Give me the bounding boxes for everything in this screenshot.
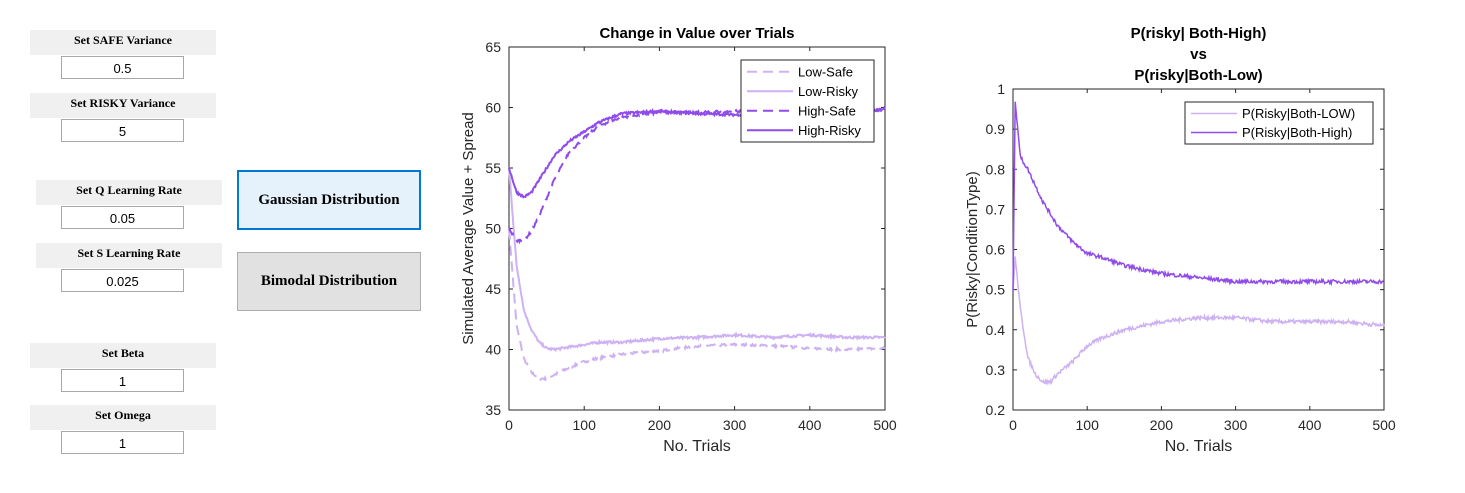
- legend-box: [1184, 101, 1374, 145]
- chart-2: 0 100 200 300 400 500 0.2 0.3 0.4 0.5 0.6 0.7 0.8 0.9…: [964, 25, 1396, 455]
- y-tick-label: 0.4: [986, 322, 1006, 338]
- x-tick-label: 500: [873, 417, 897, 433]
- chart-title: Change in Value over Trials: [599, 25, 794, 42]
- q-learning-rate-label: Set Q Learning Rate: [36, 180, 222, 205]
- x-tick-label: 0: [1009, 417, 1017, 433]
- chart-1: 0 100 200 300 400 500 35 40 45 50 55 60 65 No. Trials…: [460, 25, 897, 455]
- series-line: [1012, 256, 1385, 386]
- legend-label: High-Risky: [798, 123, 861, 138]
- legend-label: P(Risky|Both-High): [1242, 125, 1352, 140]
- omega-input[interactable]: 1: [61, 431, 184, 454]
- y-axis-label: P(Risky|ConditionType): [964, 171, 981, 327]
- x-tick-label: 300: [723, 417, 747, 433]
- x-tick-label: 500: [1372, 417, 1396, 433]
- gaussian-distribution-button[interactable]: Gaussian Distribution: [237, 170, 421, 230]
- x-tick-label: 300: [1224, 417, 1248, 433]
- risky-variance-label: Set RISKY Variance: [30, 93, 216, 118]
- x-tick-label: 200: [1150, 417, 1174, 433]
- y-tick-label: 0.9: [986, 121, 1006, 137]
- q-learning-rate-input[interactable]: 0.05: [61, 206, 184, 229]
- series-line: [508, 167, 886, 353]
- legend-box: [740, 59, 875, 143]
- y-tick-label: 0.6: [986, 242, 1006, 258]
- legend-label: Low-Risky: [798, 84, 858, 99]
- s-learning-rate-input[interactable]: 0.025: [61, 269, 184, 292]
- y-tick-label: 0.8: [986, 161, 1006, 177]
- y-tick-label: 35: [485, 402, 501, 418]
- y-tick-label: 0.3: [986, 362, 1006, 378]
- safe-variance-label: Set SAFE Variance: [30, 30, 216, 55]
- chart-title: P(risky| Both-High): [1131, 25, 1267, 42]
- legend-label: Low-Safe: [798, 64, 853, 79]
- x-axis-label: No. Trials: [663, 438, 731, 455]
- x-tick-label: 100: [1076, 417, 1100, 433]
- bimodal-distribution-button[interactable]: Bimodal Distribution: [237, 252, 421, 311]
- s-learning-rate-label: Set S Learning Rate: [36, 243, 222, 268]
- y-tick-label: 0.7: [986, 201, 1006, 217]
- legend: Low-Safe Low-Risky High-Safe High-Risky: [740, 59, 875, 143]
- x-tick-label: 0: [505, 417, 513, 433]
- safe-variance-input[interactable]: 0.5: [61, 56, 184, 79]
- risky-variance-input[interactable]: 5: [61, 119, 184, 142]
- x-tick-label: 100: [573, 417, 597, 433]
- chart-title: P(risky|Both-Low): [1134, 67, 1262, 84]
- x-tick-label: 400: [1298, 417, 1322, 433]
- x-axis-label: No. Trials: [1165, 438, 1233, 455]
- beta-label: Set Beta: [30, 343, 216, 368]
- y-tick-label: 0.2: [986, 402, 1006, 418]
- legend-label: P(Risky|Both-LOW): [1242, 106, 1355, 121]
- y-tick-label: 45: [485, 281, 501, 297]
- y-tick-label: 60: [485, 100, 501, 116]
- y-tick-label: 65: [485, 39, 501, 55]
- omega-label: Set Omega: [30, 405, 216, 430]
- y-tick-label: 50: [485, 221, 501, 237]
- legend-label: High-Safe: [798, 103, 856, 118]
- series-line: [508, 229, 886, 382]
- y-tick-label: 40: [485, 342, 501, 358]
- x-tick-label: 400: [798, 417, 822, 433]
- beta-input[interactable]: 1: [61, 369, 184, 392]
- y-tick-label: 55: [485, 160, 501, 176]
- y-tick-label: 0.5: [986, 282, 1006, 298]
- x-tick-label: 200: [648, 417, 672, 433]
- y-axis-label: Simulated Average Value + Spread: [460, 112, 477, 345]
- legend: P(Risky|Both-LOW) P(Risky|Both-High): [1184, 101, 1374, 145]
- chart-title: vs: [1190, 46, 1207, 63]
- series-line: [1012, 101, 1385, 292]
- y-tick-label: 1: [997, 81, 1005, 97]
